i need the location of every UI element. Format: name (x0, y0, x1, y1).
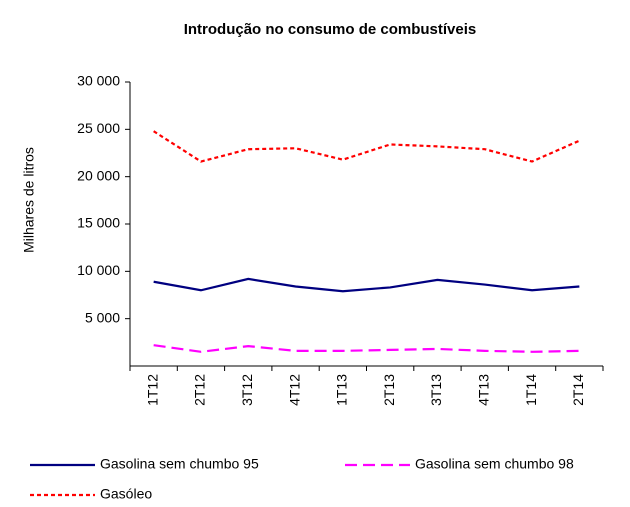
y-tick-label: 5 000 (85, 309, 120, 325)
series-line (153, 130, 580, 163)
x-tick-label: 1T13 (334, 374, 350, 406)
x-tick-label: 1T14 (523, 374, 539, 406)
x-tick-label: 3T12 (239, 374, 255, 406)
series-line (153, 344, 580, 353)
legend-label: Gasóleo (100, 486, 152, 502)
x-tick-label: 3T13 (428, 374, 444, 406)
y-tick-label: 15 000 (77, 215, 120, 231)
x-tick-label: 2T12 (192, 374, 208, 406)
legend-label: Gasolina sem chumbo 95 (100, 456, 259, 472)
y-tick-label: 25 000 (77, 120, 120, 136)
x-tick-label: 2T13 (381, 374, 397, 406)
legend-label: Gasolina sem chumbo 98 (415, 456, 574, 472)
y-axis-label: Milhares de litros (21, 147, 37, 253)
x-tick-label: 1T12 (144, 374, 160, 406)
y-tick-label: 10 000 (77, 262, 120, 278)
y-tick-label: 30 000 (77, 73, 120, 89)
x-tick-label: 4T12 (286, 374, 302, 406)
series-line (153, 277, 580, 293)
x-tick-label: 2T14 (570, 374, 586, 406)
y-tick-label: 20 000 (77, 167, 120, 183)
chart-title: Introdução no consumo de combustíveis (184, 21, 477, 38)
x-tick-label: 4T13 (475, 374, 491, 406)
